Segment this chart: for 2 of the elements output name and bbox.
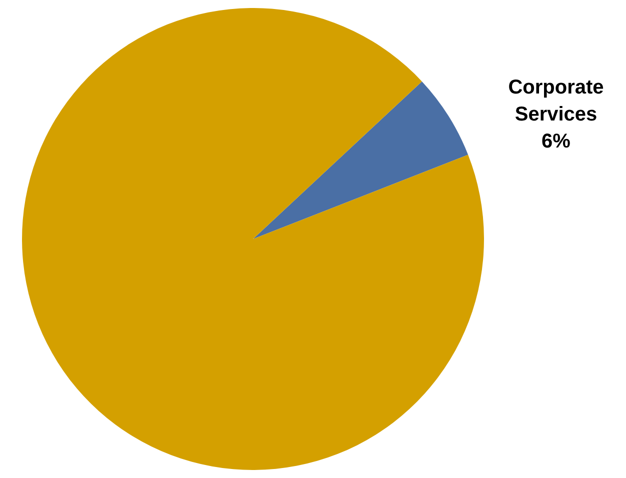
data-label: 6% — [542, 130, 571, 153]
slice-label: Corporate Services — [508, 76, 604, 126]
